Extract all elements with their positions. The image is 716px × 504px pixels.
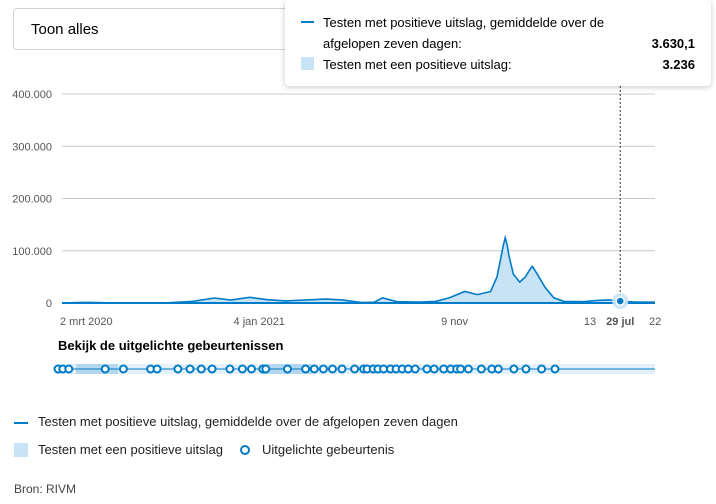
- event-marker[interactable]: [261, 364, 271, 374]
- event-marker[interactable]: [337, 364, 347, 374]
- x-tick-label: 4 jan 2021: [234, 316, 285, 328]
- event-marker[interactable]: [173, 364, 183, 374]
- legend-area-swatch: [14, 443, 28, 457]
- x-tick-label: 9 nov: [441, 316, 468, 328]
- event-marker[interactable]: [225, 364, 235, 374]
- y-axis-ticks: 400.000 300.000 200.000 100.000 0: [12, 89, 52, 310]
- tooltip-line-swatch: [301, 21, 314, 23]
- filter-select[interactable]: Toon alles: [13, 8, 313, 50]
- event-marker[interactable]: [196, 364, 206, 374]
- y-tick-label: 0: [46, 298, 52, 310]
- event-marker[interactable]: [456, 364, 466, 374]
- line-7day-average: [61, 234, 656, 304]
- y-tick-label: 200.000: [12, 194, 52, 206]
- tooltip-positive-value: 3.236: [662, 57, 695, 72]
- events-timeline: [53, 364, 655, 374]
- legend-marker-icon: [240, 445, 250, 455]
- y-tick-label: 300.000: [12, 141, 52, 153]
- legend-row-2: Testen met een positieve uitslag Uitgeli…: [14, 442, 414, 460]
- y-tick-label: 100.000: [12, 246, 52, 258]
- event-marker[interactable]: [237, 364, 247, 374]
- event-marker[interactable]: [403, 364, 413, 374]
- y-tick-label: 400.000: [12, 89, 52, 101]
- event-marker[interactable]: [185, 364, 195, 374]
- event-marker[interactable]: [350, 364, 360, 374]
- tooltip-average-value: 3.630,1: [651, 36, 695, 51]
- event-marker[interactable]: [328, 364, 337, 374]
- event-marker[interactable]: [207, 364, 217, 374]
- event-marker[interactable]: [309, 364, 319, 374]
- event-marker[interactable]: [550, 364, 560, 374]
- source-note: Bron: RIVM: [14, 482, 77, 496]
- tooltip-positive-label: Testen met een positieve uitslag:: [323, 57, 512, 72]
- chart-tooltip: Testen met positieve uitslag, gemiddelde…: [285, 0, 711, 86]
- tooltip-average-label: Testen met positieve uitslag, gemiddelde…: [323, 15, 605, 51]
- event-marker[interactable]: [422, 364, 432, 374]
- x-tick-label: 13: [584, 316, 596, 328]
- event-marker[interactable]: [476, 364, 486, 374]
- event-marker[interactable]: [410, 364, 420, 374]
- x-axis-ticks: 2 mrt 2020 4 jan 2021 9 nov 13 29 jul 22: [60, 316, 661, 328]
- event-marker[interactable]: [152, 364, 162, 374]
- event-marker[interactable]: [521, 364, 531, 374]
- filter-select-value: Toon alles: [31, 21, 99, 38]
- event-marker[interactable]: [463, 364, 473, 374]
- event-marker[interactable]: [283, 364, 292, 374]
- area-positive-tests: [62, 236, 655, 303]
- legend-marker-label: Uitgelichte gebeurtenis: [262, 442, 395, 457]
- tooltip-row-positive: Testen met een positieve uitslag: 3.236: [301, 54, 695, 75]
- event-marker[interactable]: [509, 364, 519, 374]
- event-marker[interactable]: [439, 364, 449, 374]
- x-tick-label: 22: [649, 316, 661, 328]
- tooltip-area-swatch: [301, 57, 314, 70]
- event-marker[interactable]: [493, 364, 503, 374]
- legend-line-swatch: [14, 422, 28, 424]
- chart-grid: [62, 93, 655, 252]
- x-tick-label: 2 mrt 2020: [60, 316, 113, 328]
- event-marker[interactable]: [301, 364, 311, 374]
- event-marker[interactable]: [64, 364, 74, 374]
- event-marker[interactable]: [118, 364, 128, 374]
- event-marker[interactable]: [100, 364, 110, 374]
- legend-line-label: Testen met positieve uitslag, gemiddelde…: [38, 414, 458, 429]
- event-marker[interactable]: [318, 364, 328, 374]
- events-title: Bekijk de uitgelichte gebeurtenissen: [58, 338, 284, 353]
- legend-item-line: Testen met positieve uitslag, gemiddelde…: [14, 414, 474, 432]
- event-marker[interactable]: [247, 364, 256, 374]
- event-marker[interactable]: [537, 364, 547, 374]
- legend-area-label: Testen met een positieve uitslag: [38, 442, 223, 457]
- tooltip-row-average: Testen met positieve uitslag, gemiddelde…: [301, 12, 695, 54]
- event-marker[interactable]: [429, 364, 439, 374]
- x-tick-label: 29 jul: [606, 316, 634, 328]
- hover-point: [615, 296, 625, 306]
